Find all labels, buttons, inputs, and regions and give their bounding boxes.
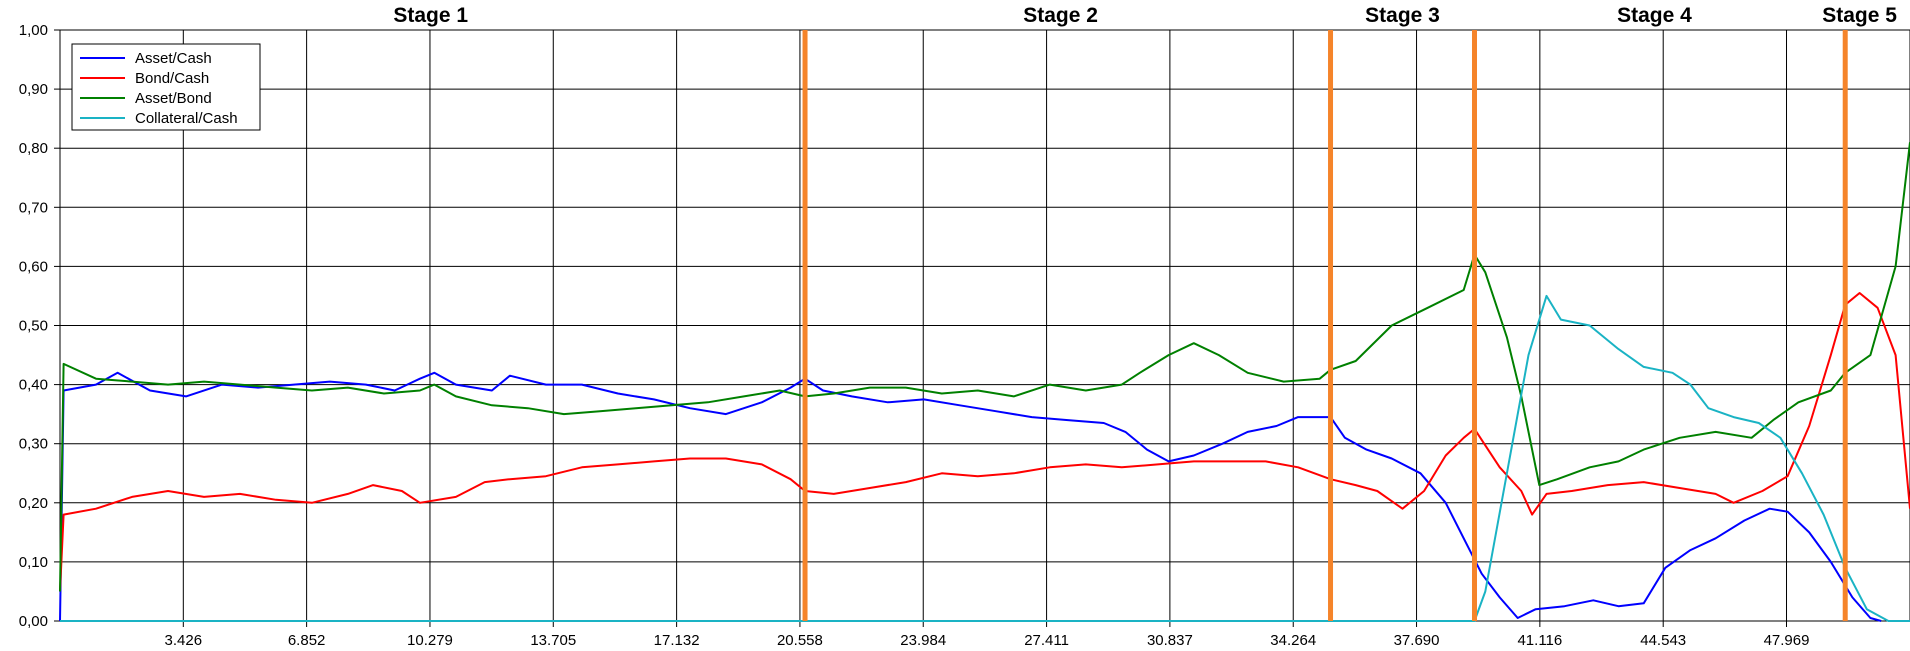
series-line-asset-cash — [59, 371, 1882, 622]
x-tick-label: 30.837 — [1147, 632, 1193, 649]
x-tick-label: 41.116 — [1517, 632, 1562, 649]
series-layer — [59, 142, 1910, 622]
x-tick-label: 47.969 — [1764, 632, 1810, 649]
y-tick-label: 0,30 — [19, 436, 48, 453]
stage-label: Stage 3 — [1365, 4, 1440, 27]
y-axis-ticks: 0,00 0,10 0,20 0,30 0,40 0,50 0,60 0,70 0,80 0,90… — [19, 22, 60, 630]
x-axis-ticks: 3.426 6.852 10.279 13.705 17.132 20.558 23.984… — [165, 621, 1810, 649]
stage-label: Stage 1 — [393, 4, 468, 27]
series-line-asset-bond — [59, 142, 1910, 592]
legend-label: Bond/Cash — [135, 70, 209, 87]
x-tick-label: 34.264 — [1270, 632, 1316, 649]
y-tick-label: 1,00 — [19, 22, 48, 39]
y-tick-label: 0,50 — [19, 318, 48, 335]
legend-label: Asset/Bond — [135, 90, 212, 107]
stage-label: Stage 5 — [1822, 4, 1897, 27]
stage-labels: Stage 1 Stage 2 Stage 3 Stage 4 Stage 5 — [393, 4, 1897, 27]
legend-items: Asset/Cash Bond/Cash Asset/Bond Collateral/… — [80, 50, 238, 127]
series-line-collateral-cash — [60, 294, 1910, 622]
y-tick-label: 0,20 — [19, 495, 48, 512]
stage-label: Stage 4 — [1617, 4, 1692, 27]
y-tick-label: 0,70 — [19, 199, 48, 216]
x-tick-label: 27.411 — [1024, 632, 1069, 649]
x-tick-label: 20.558 — [777, 632, 823, 649]
y-tick-label: 0,80 — [19, 140, 48, 157]
stage-lines — [802, 30, 1848, 621]
x-tick-label: 10.279 — [407, 632, 453, 649]
stage-label: Stage 2 — [1023, 4, 1098, 27]
x-tick-label: 13.705 — [530, 632, 576, 649]
y-tick-label: 0,40 — [19, 377, 48, 394]
y-tick-label: 0,60 — [19, 258, 48, 275]
x-tick-label: 17.132 — [654, 632, 700, 649]
series-line-bond-cash — [59, 292, 1910, 592]
legend: Asset/Cash Bond/Cash Asset/Bond Collateral/… — [71, 43, 261, 131]
x-tick-label: 6.852 — [288, 632, 326, 649]
x-tick-label: 3.426 — [165, 632, 203, 649]
y-tick-label: 0,10 — [19, 554, 48, 571]
y-tick-label: 0,00 — [19, 613, 48, 630]
x-tick-label: 44.543 — [1640, 632, 1686, 649]
y-tick-label: 0,90 — [19, 81, 48, 98]
legend-label: Collateral/Cash — [135, 110, 238, 127]
x-tick-label: 23.984 — [900, 632, 946, 649]
x-tick-label: 37.690 — [1394, 632, 1440, 649]
legend-label: Asset/Cash — [135, 50, 212, 67]
